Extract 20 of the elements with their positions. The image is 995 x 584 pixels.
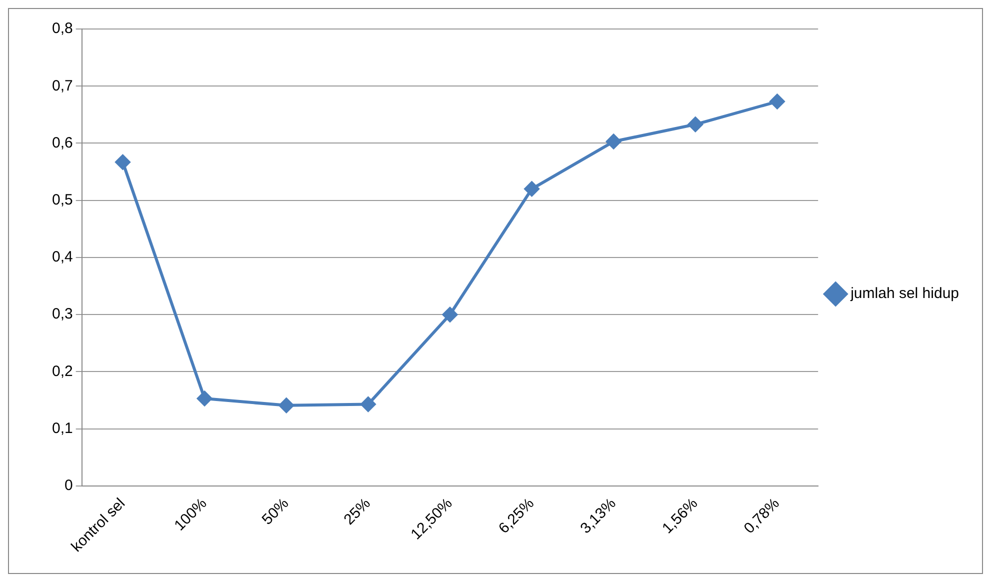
point	[278, 398, 294, 413]
point	[360, 396, 376, 412]
y-tick-label: 0,4	[52, 248, 73, 266]
y-tick-label: 0,7	[52, 77, 73, 94]
y-tick-label: 0,1	[52, 420, 73, 437]
point	[688, 116, 703, 132]
point	[442, 307, 458, 322]
point	[115, 154, 130, 170]
point	[524, 181, 540, 196]
legend-label: jumlah sel hidup	[850, 285, 960, 302]
point	[197, 391, 212, 406]
y-tick-label: 0,5	[52, 191, 73, 208]
point	[606, 134, 622, 150]
y-tick-label: 0,3	[52, 306, 73, 323]
y-tick-label: 0,6	[52, 134, 73, 152]
point	[770, 94, 785, 110]
y-tick-label: 0,8	[52, 20, 73, 38]
y-tick-label: 0,2	[52, 362, 73, 380]
x-tick-label: 50%	[258, 495, 292, 528]
y-tick-label: 0	[64, 477, 73, 494]
